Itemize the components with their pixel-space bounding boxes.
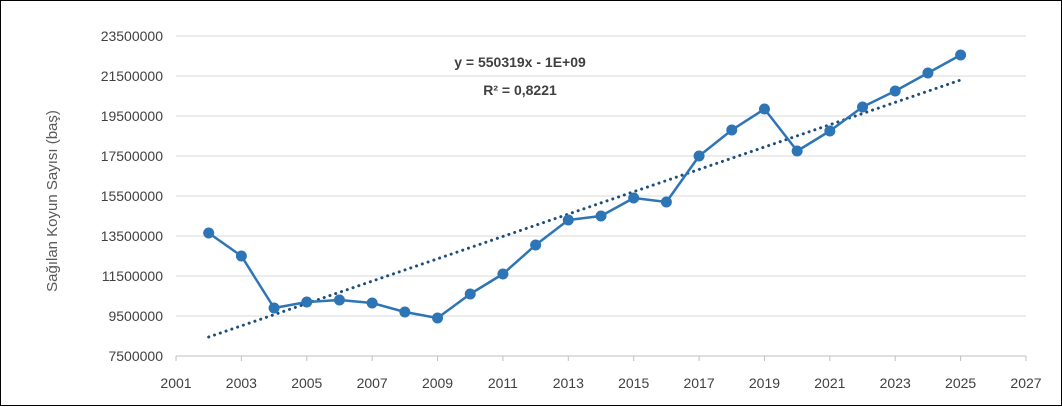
- data-point: [203, 227, 215, 239]
- data-point: [824, 125, 836, 137]
- data-point: [857, 101, 869, 113]
- data-point: [562, 214, 574, 226]
- y-axis-label: Sağılan Koyun Sayısı (baş): [44, 110, 61, 292]
- data-point: [628, 192, 640, 204]
- y-tick-label: 11500000: [102, 268, 163, 284]
- trendline: [207, 78, 963, 339]
- data-point: [595, 210, 607, 222]
- x-tick-label: 2013: [553, 375, 584, 391]
- y-tick-label: 9500000: [108, 308, 163, 324]
- data-point: [530, 239, 542, 251]
- x-tick-label: 2021: [814, 375, 845, 391]
- x-tick-label: 2017: [683, 375, 714, 391]
- y-tick-label: 19500000: [101, 108, 164, 124]
- data-point: [922, 67, 934, 79]
- data-point: [333, 294, 345, 306]
- x-tick-label: 2027: [1010, 375, 1041, 391]
- data-point: [399, 306, 411, 318]
- data-point: [301, 296, 313, 308]
- y-tick-label: 17500000: [101, 148, 164, 164]
- data-point: [955, 49, 967, 61]
- y-tick-label: 7500000: [108, 348, 163, 364]
- data-point: [432, 312, 444, 324]
- data-point: [660, 196, 672, 208]
- data-point: [366, 297, 378, 309]
- linear-trendline: [207, 78, 963, 339]
- gridlines: [176, 35, 1026, 317]
- x-tick-label: 2009: [422, 375, 453, 391]
- x-tick-label: 2007: [357, 375, 388, 391]
- data-point: [497, 268, 509, 280]
- y-tick-label: 13500000: [101, 228, 164, 244]
- data-point: [889, 85, 901, 97]
- trendline-equation: y = 550319x - 1E+09: [454, 54, 586, 70]
- y-tick-label: 23500000: [101, 28, 164, 44]
- y-tick-label: 21500000: [101, 68, 164, 84]
- data-point: [268, 302, 280, 314]
- data-point: [758, 103, 770, 115]
- x-tick-label: 2011: [488, 375, 518, 391]
- series-line: [207, 53, 962, 320]
- x-tick-label: 2001: [160, 375, 191, 391]
- x-tick-label: 2015: [618, 375, 649, 391]
- x-tick-labels: 2001 2003 2005 2007 2009 2011 2013 2015 2017 2019…: [160, 375, 1041, 391]
- x-tick-label: 2025: [945, 375, 976, 391]
- data-series: [203, 49, 967, 324]
- y-tick-labels: 7500000 9500000 11500000 13500000 15500000 17…: [101, 28, 164, 364]
- axes: [175, 355, 1027, 361]
- trendline-r-squared: R² = 0,8221: [483, 82, 557, 98]
- data-point: [791, 145, 803, 157]
- data-point: [726, 124, 738, 136]
- data-point: [235, 250, 247, 262]
- data-point: [693, 150, 705, 162]
- data-point: [464, 288, 476, 300]
- x-tick-label: 2023: [880, 375, 911, 391]
- x-tick-label: 2003: [226, 375, 257, 391]
- y-tick-label: 15500000: [101, 188, 164, 204]
- x-tick-label: 2019: [749, 375, 780, 391]
- x-tick-label: 2005: [291, 375, 322, 391]
